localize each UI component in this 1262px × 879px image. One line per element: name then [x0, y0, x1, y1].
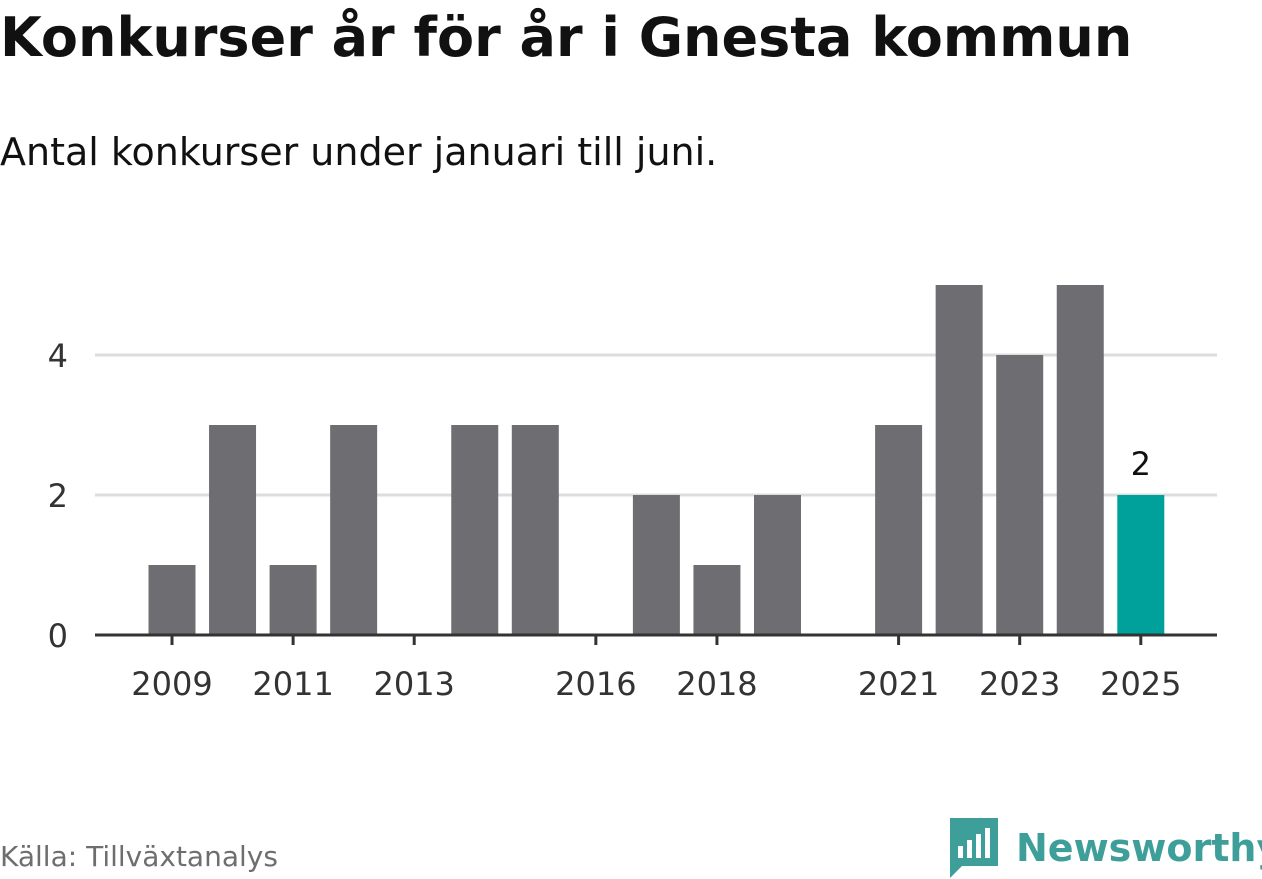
bar: [511, 425, 559, 635]
x-tick-label: 2021: [858, 665, 939, 703]
x-tick-label: 2013: [373, 665, 454, 703]
bar: [330, 425, 378, 635]
source-note: Källa: Tillväxtanalys: [0, 840, 278, 873]
x-axis: 2009 2011 2013 2016 2018 2021 2023 2025: [95, 633, 1217, 703]
gridlines: [95, 353, 1217, 497]
bar: [1117, 495, 1165, 635]
chart-subtitle: Antal konkurser under januari till juni.: [0, 130, 718, 174]
x-tick-label: 2025: [1100, 665, 1181, 703]
bar: [1056, 285, 1104, 635]
bars: [148, 285, 1165, 635]
bar: [451, 425, 499, 635]
brand-logo: Newsworthy: [950, 818, 1262, 878]
data-label: 2: [1131, 445, 1151, 483]
bar: [754, 495, 801, 635]
y-tick-label: 4: [48, 337, 68, 375]
brand-name: Newsworthy: [1016, 826, 1262, 870]
bar: [996, 355, 1044, 635]
x-tick-label: 2023: [979, 665, 1060, 703]
chart-title: Konkurser år för år i Gnesta kommun: [0, 6, 1133, 69]
data-labels: 2: [1131, 445, 1151, 483]
y-tick-label: 0: [48, 617, 68, 655]
bar: [632, 495, 680, 635]
y-tick-label: 2: [48, 477, 68, 515]
bar: [209, 425, 257, 635]
bar: [875, 425, 923, 635]
x-tick-label: 2009: [131, 665, 212, 703]
bar: [935, 285, 983, 635]
y-axis-labels: 0 2 4: [48, 337, 68, 655]
x-tick-label: 2011: [252, 665, 333, 703]
newsworthy-logo-icon: [950, 818, 998, 878]
x-tick-label: 2016: [555, 665, 636, 703]
bar: [693, 565, 741, 635]
x-tick-label: 2018: [676, 665, 757, 703]
bar: [148, 565, 196, 635]
bar: [269, 565, 317, 635]
